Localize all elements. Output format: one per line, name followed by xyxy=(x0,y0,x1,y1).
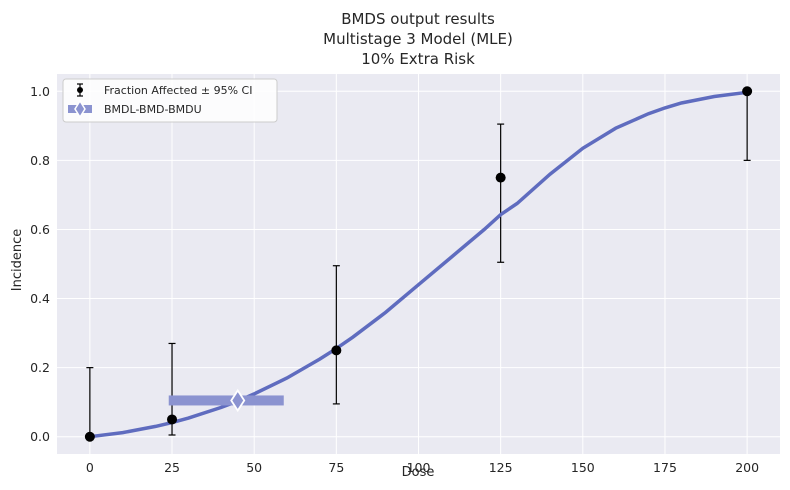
x-axis-label: Dose xyxy=(402,465,435,480)
y-tick-label: 0.2 xyxy=(30,360,50,375)
y-tick-label: 0.6 xyxy=(30,222,50,237)
y-tick-label: 0.8 xyxy=(30,153,50,168)
legend-label-observed: Fraction Affected ± 95% CI xyxy=(104,84,252,97)
legend: Fraction Affected ± 95% CI BMDL-BMD-BMDU xyxy=(62,78,278,123)
bmd-interval xyxy=(168,388,284,413)
x-tick-label: 0 xyxy=(86,460,94,475)
x-tick-label: 150 xyxy=(571,460,595,475)
x-tick-labels: 0 25 50 75 100 125 150 175 200 xyxy=(86,460,759,475)
data-point xyxy=(84,431,95,442)
chart-title-line-3: 10% Extra Risk xyxy=(361,50,475,68)
data-point xyxy=(495,172,506,183)
bmd-interval-bar xyxy=(168,395,284,406)
y-tick-labels: 0.0 0.2 0.4 0.6 0.8 1.0 xyxy=(30,84,50,444)
data-point xyxy=(742,86,753,97)
data-point xyxy=(167,414,178,425)
x-tick-label: 50 xyxy=(246,460,262,475)
x-tick-label: 100 xyxy=(407,460,431,475)
chart-title-line-2: Multistage 3 Model (MLE) xyxy=(323,30,513,48)
y-axis-label: Incidence xyxy=(10,229,25,291)
y-tick-label: 0.0 xyxy=(30,429,50,444)
x-tick-label: 25 xyxy=(164,460,180,475)
x-tick-label: 125 xyxy=(489,460,513,475)
y-tick-label: 1.0 xyxy=(30,84,50,99)
observed-points xyxy=(84,86,753,442)
x-tick-label: 75 xyxy=(328,460,344,475)
model-curve xyxy=(88,90,749,439)
data-point xyxy=(331,345,342,356)
legend-point-marker xyxy=(77,87,83,93)
x-tick-label: 200 xyxy=(735,460,759,475)
x-tick-label: 175 xyxy=(653,460,677,475)
legend-label-bmd: BMDL-BMD-BMDU xyxy=(104,103,202,116)
y-tick-label: 0.4 xyxy=(30,291,50,306)
legend-bmd-diamond xyxy=(74,99,86,119)
bmd-marker xyxy=(230,388,246,413)
legend-box xyxy=(62,78,278,123)
chart-title-line-1: BMDS output results xyxy=(341,10,495,28)
